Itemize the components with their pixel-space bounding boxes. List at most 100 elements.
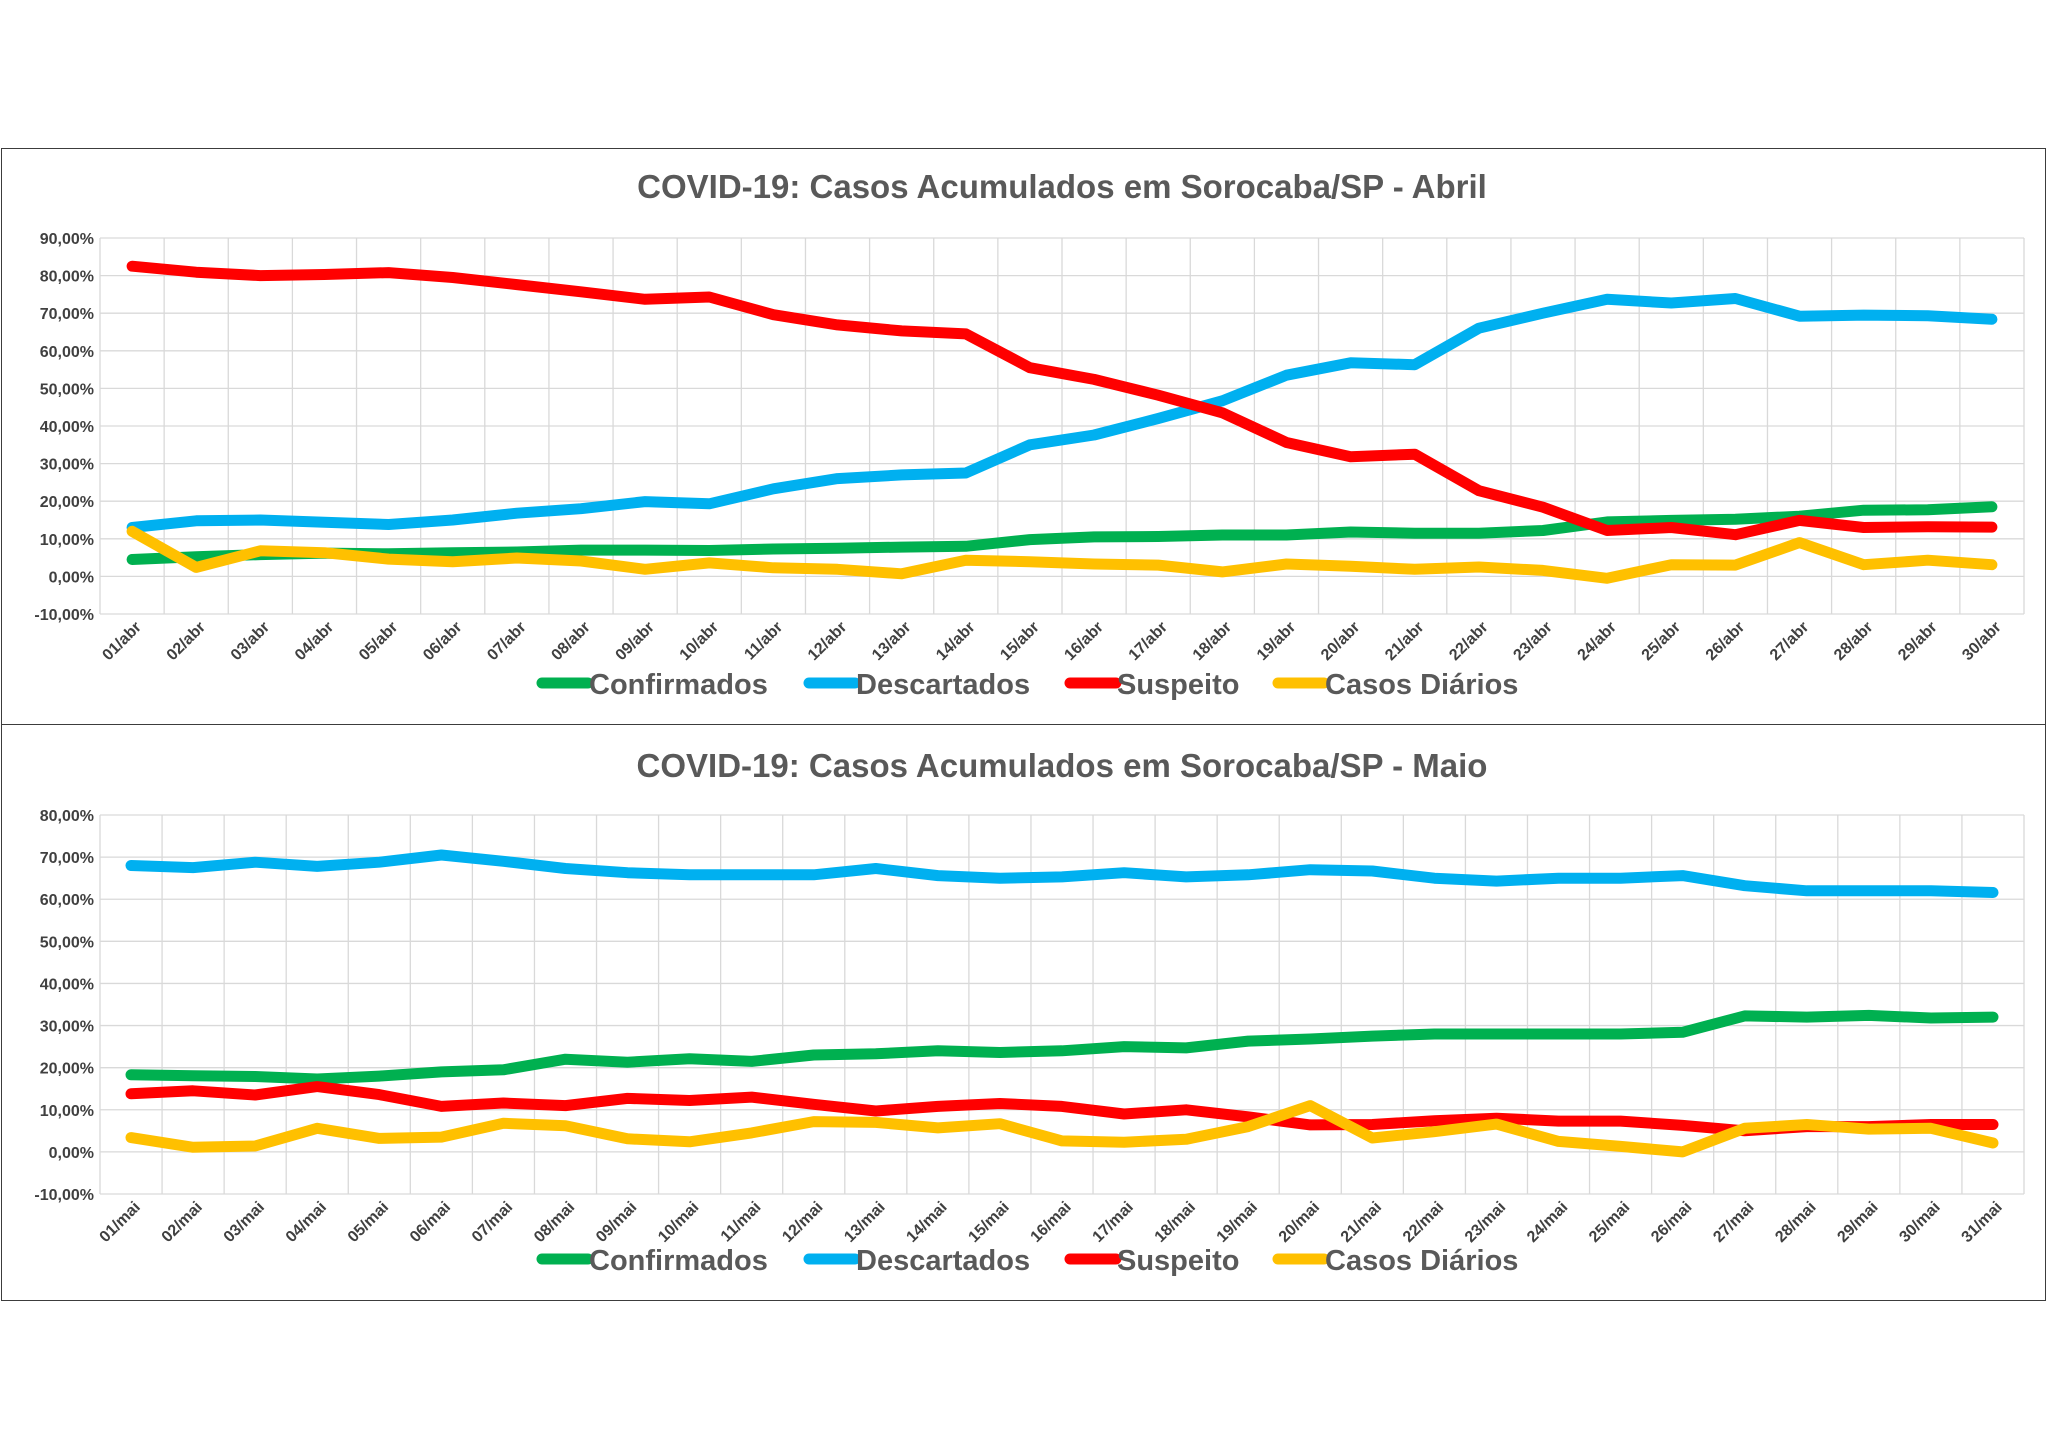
x-tick-label: 03/mai: [221, 1199, 268, 1246]
y-tick-label: 70,00%: [40, 850, 94, 867]
x-tick-label: 28/mai: [1772, 1199, 1819, 1246]
x-tick-label: 16/abr: [1062, 619, 1107, 664]
x-tick-label: 19/abr: [1254, 619, 1299, 664]
legend-label-suspeito: Suspeito: [1117, 669, 1239, 701]
y-tick-label: 40,00%: [40, 419, 94, 436]
y-tick-label: 80,00%: [40, 808, 94, 825]
series-line-descartados: [126, 293, 1998, 533]
x-tick-label: 22/abr: [1446, 619, 1491, 664]
y-tick-label: 80,00%: [40, 269, 94, 286]
x-tick-label: 21/abr: [1382, 619, 1427, 664]
x-tick-label: 18/mai: [1152, 1199, 1199, 1246]
legend-label-suspeito: Suspeito: [1117, 1245, 1239, 1277]
x-tick-label: 04/abr: [292, 619, 337, 664]
x-tick-label: 25/abr: [1639, 619, 1684, 664]
chart-panel-abril: COVID-19: Casos Acumulados em Sorocaba/S…: [1, 148, 2046, 725]
x-tick-label: 11/mai: [718, 1199, 765, 1246]
x-tick-label: 23/mai: [1462, 1199, 1509, 1246]
x-tick-label: 27/abr: [1767, 619, 1812, 664]
x-tick-label: 30/mai: [1896, 1199, 1943, 1246]
legend-label-casos-diarios: Casos Diários: [1325, 669, 1518, 701]
x-tick-label: 16/mai: [1028, 1199, 1075, 1246]
x-tick-label: 26/mai: [1648, 1199, 1695, 1246]
x-tick-label: 14/abr: [933, 619, 978, 664]
x-tick-label: 27/mai: [1710, 1199, 1757, 1246]
y-tick-label: 20,00%: [40, 494, 94, 511]
x-tick-label: 29/mai: [1834, 1199, 1881, 1246]
x-tick-label: 06/abr: [420, 619, 465, 664]
x-tick-label: 24/mai: [1524, 1199, 1571, 1246]
x-tick-label: 31/mai: [1959, 1199, 2006, 1246]
y-tick-label: 50,00%: [40, 934, 94, 951]
y-tick-label: 50,00%: [40, 381, 94, 398]
y-tick-label: 10,00%: [40, 532, 94, 549]
chart-title: COVID-19: Casos Acumulados em Sorocaba/S…: [637, 747, 1488, 784]
x-tick-label: 29/abr: [1895, 619, 1940, 664]
x-tick-label: 08/mai: [531, 1199, 578, 1246]
x-tick-label: 09/mai: [593, 1199, 640, 1246]
x-tick-label: 13/mai: [841, 1199, 888, 1246]
x-tick-label: 08/abr: [548, 619, 593, 664]
x-tick-label: 14/mai: [903, 1199, 950, 1246]
x-tick-label: 05/mai: [345, 1199, 392, 1246]
x-tick-label: 03/abr: [228, 619, 273, 664]
y-tick-label: 30,00%: [40, 1019, 94, 1036]
y-tick-label: 70,00%: [40, 306, 94, 323]
legend-label-casos-diarios: Casos Diários: [1325, 1245, 1518, 1277]
series-line-casos-diarios: [126, 525, 1998, 584]
y-tick-label: 20,00%: [40, 1061, 94, 1078]
x-tick-label: 07/mai: [469, 1199, 516, 1246]
legend-label-confirmados: Confirmados: [589, 1245, 768, 1277]
y-tick-label: -10,00%: [34, 1187, 94, 1204]
x-tick-label: 23/abr: [1510, 619, 1555, 664]
y-tick-label: 90,00%: [40, 231, 94, 248]
x-tick-label: 21/mai: [1338, 1199, 1385, 1246]
chart-panel-maio: COVID-19: Casos Acumulados em Sorocaba/S…: [1, 724, 2046, 1301]
x-tick-label: 25/mai: [1586, 1199, 1633, 1246]
x-tick-label: 15/mai: [965, 1199, 1012, 1246]
legend-label-descartados: Descartados: [856, 669, 1030, 701]
x-tick-label: 12/abr: [805, 619, 850, 664]
x-tick-label: 30/abr: [1959, 619, 2004, 664]
legend-label-descartados: Descartados: [856, 1245, 1030, 1277]
y-tick-label: 60,00%: [40, 344, 94, 361]
x-tick-label: 19/mai: [1214, 1199, 1261, 1246]
x-tick-label: 15/abr: [997, 619, 1042, 664]
chart-maio: COVID-19: Casos Acumulados em Sorocaba/S…: [34, 747, 2025, 1277]
y-tick-label: 40,00%: [40, 976, 94, 993]
x-tick-label: 09/abr: [613, 619, 658, 664]
x-tick-label: 13/abr: [869, 619, 914, 664]
x-tick-label: 10/mai: [655, 1199, 702, 1246]
x-tick-label: 18/abr: [1190, 619, 1235, 664]
x-tick-label: 12/mai: [779, 1199, 826, 1246]
x-tick-label: 05/abr: [356, 619, 401, 664]
x-tick-label: 17/abr: [1126, 619, 1171, 664]
series-line-suspeito: [126, 260, 1998, 541]
x-tick-label: 06/mai: [407, 1199, 454, 1246]
y-tick-label: 10,00%: [40, 1103, 94, 1120]
x-tick-label: 20/mai: [1276, 1199, 1323, 1246]
x-tick-label: 04/mai: [283, 1199, 330, 1246]
x-tick-label: 02/mai: [159, 1199, 206, 1246]
x-tick-label: 28/abr: [1831, 619, 1876, 664]
y-tick-label: 0,00%: [49, 1145, 94, 1162]
y-tick-label: 60,00%: [40, 892, 94, 909]
series-line-confirmados: [126, 501, 1998, 565]
x-tick-label: 17/mai: [1090, 1199, 1137, 1246]
x-tick-label: 10/abr: [677, 619, 722, 664]
x-tick-label: 11/abr: [741, 619, 786, 664]
x-tick-label: 01/mai: [97, 1199, 144, 1246]
chart-abril: COVID-19: Casos Acumulados em Sorocaba/S…: [34, 168, 2025, 701]
x-tick-label: 26/abr: [1703, 619, 1748, 664]
y-tick-label: 0,00%: [49, 569, 94, 586]
y-tick-label: -10,00%: [34, 607, 94, 624]
x-tick-label: 24/abr: [1575, 619, 1620, 664]
x-tick-label: 20/abr: [1318, 619, 1363, 664]
y-tick-label: 30,00%: [40, 457, 94, 474]
x-tick-label: 01/abr: [100, 619, 145, 664]
x-tick-label: 02/abr: [164, 619, 209, 664]
legend-label-confirmados: Confirmados: [589, 669, 768, 701]
chart-title: COVID-19: Casos Acumulados em Sorocaba/S…: [637, 168, 1487, 205]
x-tick-label: 07/abr: [484, 619, 529, 664]
x-tick-label: 22/mai: [1400, 1199, 1447, 1246]
